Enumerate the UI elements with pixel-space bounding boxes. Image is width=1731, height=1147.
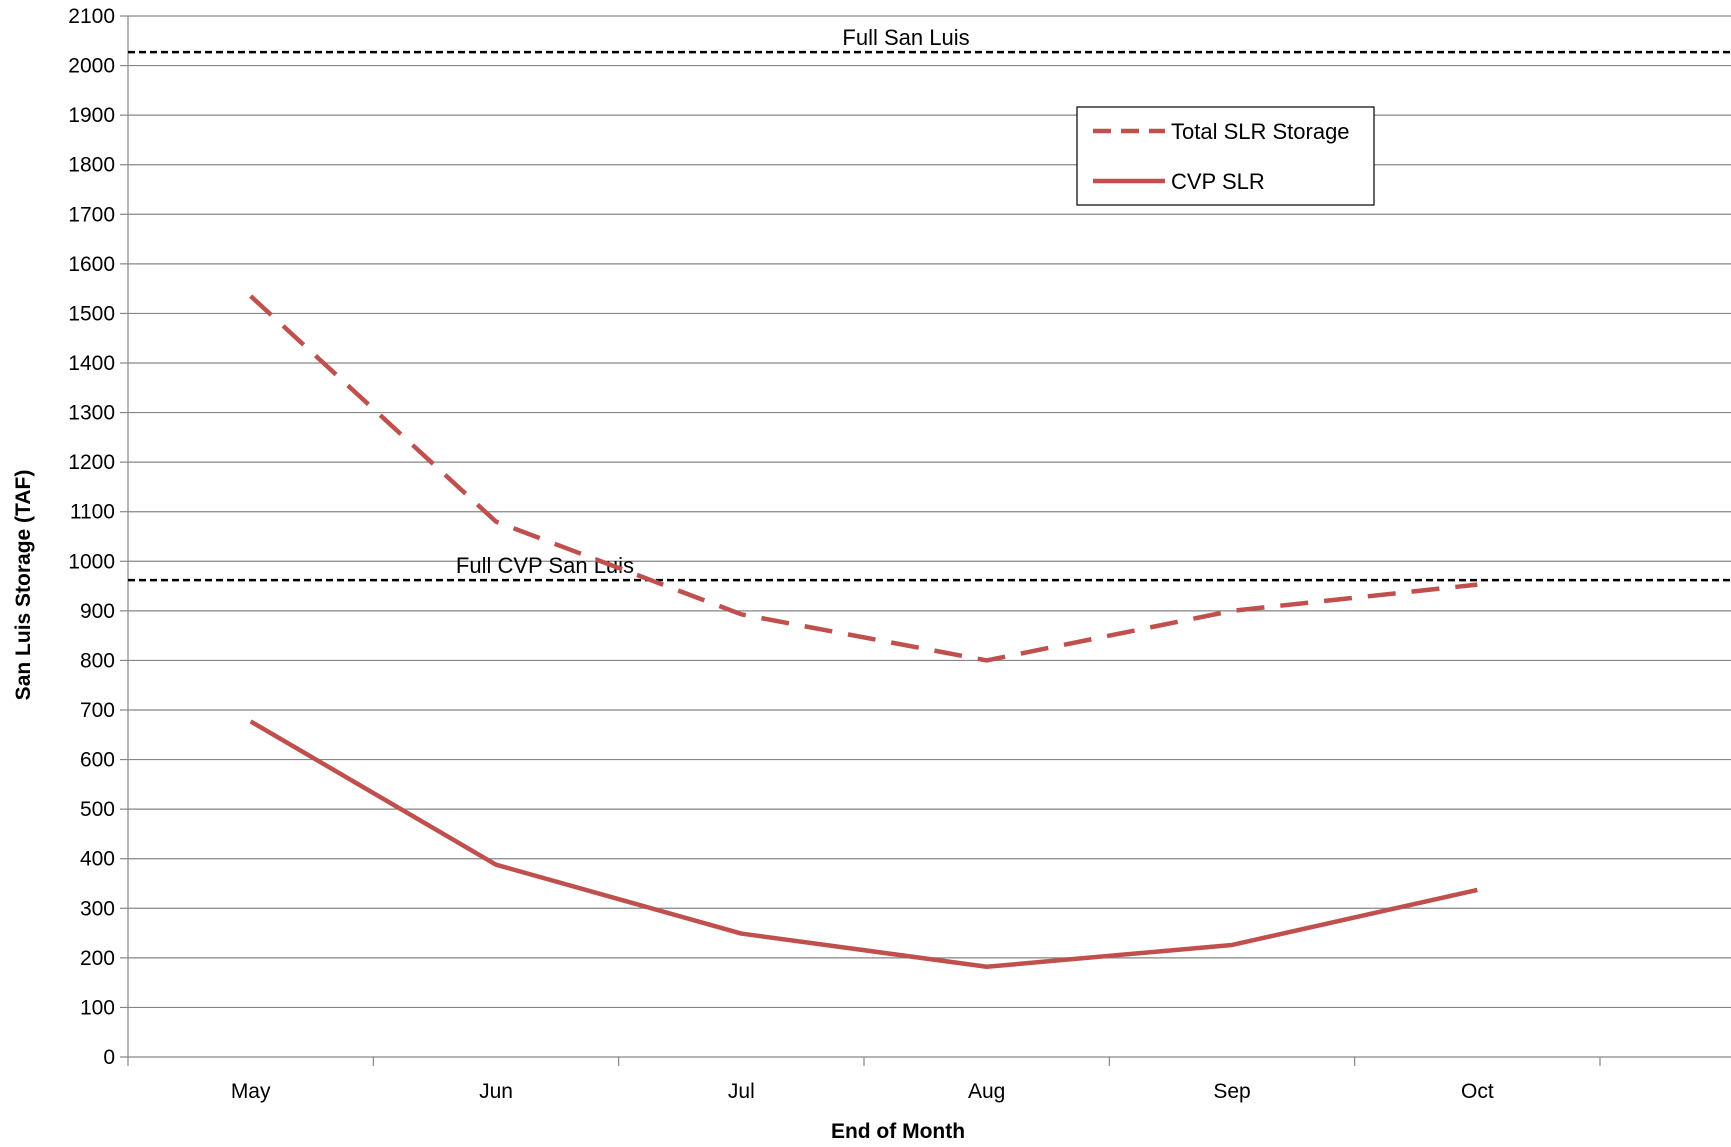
- legend: Total SLR Storage CVP SLR: [1076, 106, 1375, 206]
- y-tick-label: 2100: [68, 5, 115, 28]
- y-tick-label: 1900: [68, 104, 115, 127]
- y-tick-label: 1300: [68, 402, 115, 425]
- x-tick-label: Sep: [1213, 1080, 1250, 1103]
- reference-lines: Full San Luis Full CVP San Luis: [128, 25, 1731, 582]
- y-tick-label: 100: [80, 996, 115, 1019]
- y-tick-label: 500: [80, 798, 115, 821]
- reference-line-label: Full CVP San Luis: [456, 553, 634, 578]
- x-tick-label: Jul: [728, 1080, 755, 1103]
- series-line-total-slr-storage: [249, 294, 1478, 663]
- axes: 0 100 200 300 400 500 600 700 800 900 1000 1100 1200…: [68, 5, 1731, 1103]
- x-axis-title: End of Month: [831, 1120, 965, 1143]
- y-tick-label: 2000: [68, 55, 115, 78]
- y-tick-label: 1400: [68, 352, 115, 375]
- legend-label: Total SLR Storage: [1171, 119, 1350, 144]
- x-tick-label: Oct: [1461, 1080, 1494, 1103]
- y-axis-title: San Luis Storage (TAF): [12, 470, 35, 701]
- series: [249, 294, 1478, 970]
- y-tick-label: 900: [80, 600, 115, 623]
- y-tick-label: 1800: [68, 154, 115, 177]
- y-tick-label: 400: [80, 848, 115, 871]
- y-tick-label: 600: [80, 749, 115, 772]
- x-tick-label: Aug: [968, 1080, 1005, 1103]
- x-tick-label: Jun: [479, 1080, 513, 1103]
- reference-line-label: Full San Luis: [842, 25, 969, 50]
- gridlines: [128, 15, 1731, 1009]
- y-tick-label: 1000: [68, 550, 115, 573]
- y-tick-label: 1200: [68, 451, 115, 474]
- series-line-cvp-slr: [249, 719, 1478, 970]
- legend-box: [1076, 106, 1375, 206]
- y-tick-label: 1600: [68, 253, 115, 276]
- y-tick-label: 1100: [70, 501, 115, 524]
- y-tick-label: 200: [80, 947, 115, 970]
- y-tick-label: 300: [80, 897, 115, 920]
- legend-label: CVP SLR: [1171, 169, 1265, 194]
- y-tick-label: 700: [80, 699, 115, 722]
- y-tick-label: 1500: [68, 302, 115, 325]
- y-tick-label: 800: [80, 649, 115, 672]
- y-tick-label: 1700: [68, 203, 115, 226]
- y-tick-label: 0: [103, 1046, 115, 1069]
- x-tick-label: May: [231, 1080, 271, 1103]
